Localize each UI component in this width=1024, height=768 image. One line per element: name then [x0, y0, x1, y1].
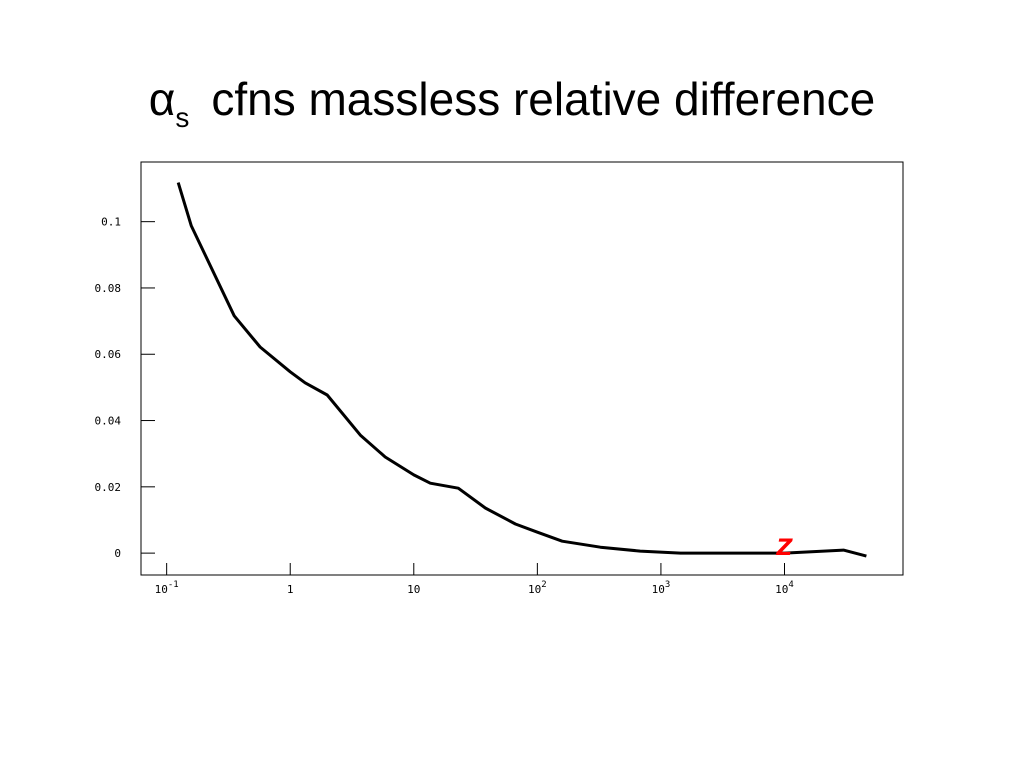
x-tick-base: 1	[287, 583, 294, 596]
x-tick-exponent: 2	[541, 580, 546, 590]
x-tick-label: 10-1	[155, 580, 179, 596]
x-tick-label: 102	[528, 580, 547, 596]
x-tick-exponent: -1	[168, 580, 179, 590]
y-tick-label: 0.08	[95, 282, 122, 295]
x-tick-label: 103	[652, 580, 671, 596]
data-line	[176, 182, 867, 558]
x-tick-label: 1	[287, 583, 294, 596]
x-tick-base: 10	[775, 583, 788, 596]
y-tick-label: 0	[114, 547, 121, 560]
x-tick-label: 10	[407, 583, 420, 596]
title-symbol: α	[149, 73, 176, 125]
title-subscript: s	[175, 102, 189, 133]
x-tick-base: 10	[652, 583, 665, 596]
x-tick-base: 10	[407, 583, 420, 596]
y-tick-label: 0.04	[95, 415, 122, 428]
title-text: cfns massless relative difference	[211, 73, 875, 125]
x-tick-label: 104	[775, 580, 794, 596]
slide-title: αs cfns massless relative difference	[149, 73, 875, 133]
y-tick-label: 0.02	[95, 481, 122, 494]
y-tick-label: 0.06	[95, 348, 122, 361]
plot-frame	[140, 161, 904, 576]
x-tick-exponent: 4	[788, 580, 793, 590]
y-tick-label: 0.1	[101, 216, 121, 229]
x-tick-exponent: 3	[665, 580, 670, 590]
x-tick-base: 10	[528, 583, 541, 596]
x-tick-base: 10	[155, 583, 168, 596]
annotation: Z	[776, 536, 794, 561]
